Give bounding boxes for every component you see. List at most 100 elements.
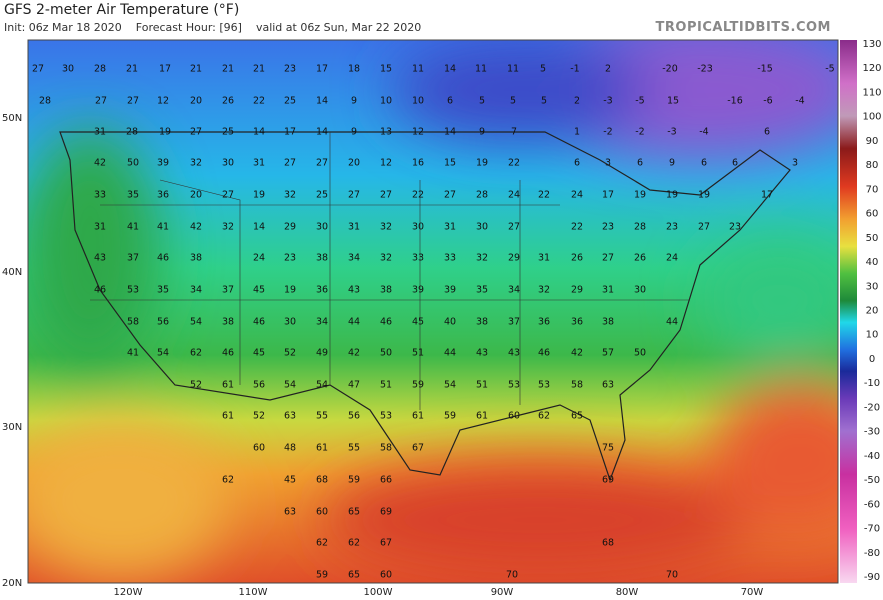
station-value: 61 xyxy=(412,411,424,422)
station-value: 35 xyxy=(476,285,488,296)
station-value: 58 xyxy=(127,317,139,328)
station-value: 66 xyxy=(380,475,392,486)
station-value: 9 xyxy=(669,158,675,169)
station-value: 23 xyxy=(729,222,741,233)
station-value: 67 xyxy=(412,443,424,454)
station-value: 26 xyxy=(634,253,646,264)
station-value: 70 xyxy=(506,570,518,581)
station-value: 63 xyxy=(602,380,614,391)
station-value: 6 xyxy=(637,158,643,169)
station-value: 41 xyxy=(127,348,139,359)
lat-label: 40N xyxy=(2,267,22,278)
colorbar-label: -60 xyxy=(864,499,880,510)
station-value: 35 xyxy=(157,285,169,296)
station-value: 34 xyxy=(348,253,360,264)
station-value: 46 xyxy=(538,348,550,359)
station-value: 59 xyxy=(316,570,328,581)
station-value: 32 xyxy=(380,222,392,233)
station-value: -5 xyxy=(635,96,644,107)
station-value: 22 xyxy=(412,190,424,201)
station-value: 15 xyxy=(667,96,679,107)
station-value: 3 xyxy=(605,158,611,169)
lat-label: 20N xyxy=(2,578,22,589)
station-value: 45 xyxy=(253,348,265,359)
station-value: 50 xyxy=(380,348,392,359)
colorbar-label: 90 xyxy=(866,136,879,147)
colorbar-label: 10 xyxy=(866,330,879,341)
colorbar-label: -20 xyxy=(864,402,880,413)
station-value: 6 xyxy=(701,158,707,169)
station-value: 19 xyxy=(634,190,646,201)
station-value: 22 xyxy=(508,158,520,169)
station-value: -4 xyxy=(795,96,804,107)
station-value: 38 xyxy=(222,317,234,328)
station-value: 14 xyxy=(444,127,456,138)
station-value: 44 xyxy=(666,317,678,328)
station-value: 20 xyxy=(190,96,202,107)
station-value: 28 xyxy=(476,190,488,201)
station-value: 30 xyxy=(316,222,328,233)
station-value: 34 xyxy=(508,285,520,296)
station-value: -23 xyxy=(697,64,713,75)
station-value: 27 xyxy=(284,158,296,169)
station-value: 35 xyxy=(127,190,139,201)
colorbar-label: -70 xyxy=(864,524,880,535)
station-value: 49 xyxy=(316,348,328,359)
station-value: 36 xyxy=(157,190,169,201)
lon-label: 90W xyxy=(491,587,514,598)
station-value: 16 xyxy=(412,158,424,169)
colorbar-label: 30 xyxy=(866,281,879,292)
station-value: 25 xyxy=(222,127,234,138)
lon-label: 120W xyxy=(114,587,143,598)
station-value: 54 xyxy=(190,317,202,328)
station-value: 33 xyxy=(444,253,456,264)
site-name: TROPICALTIDBITS.COM xyxy=(655,20,831,35)
station-value: 61 xyxy=(222,411,234,422)
station-value: 65 xyxy=(348,507,360,518)
station-value: 37 xyxy=(127,253,139,264)
station-value: 24 xyxy=(571,190,583,201)
station-value: 39 xyxy=(444,285,456,296)
station-value: 56 xyxy=(253,380,265,391)
station-value: 27 xyxy=(508,222,520,233)
station-value: 30 xyxy=(284,317,296,328)
station-value: 53 xyxy=(538,380,550,391)
station-value: 21 xyxy=(222,64,234,75)
station-value: 68 xyxy=(602,538,614,549)
station-value: 36 xyxy=(316,285,328,296)
station-value: 42 xyxy=(348,348,360,359)
station-value: 14 xyxy=(316,96,328,107)
station-value: -5 xyxy=(825,64,834,75)
forecast-hour: Forecast Hour: [96] xyxy=(135,21,242,34)
lon-label: 110W xyxy=(239,587,268,598)
station-value: 60 xyxy=(316,507,328,518)
station-value: 5 xyxy=(479,96,485,107)
station-value: 46 xyxy=(253,317,265,328)
station-value: 52 xyxy=(190,380,202,391)
colorbar xyxy=(840,40,857,583)
init-time: Init: 06z Mar 18 2020 xyxy=(4,21,122,34)
station-value: 32 xyxy=(538,285,550,296)
station-value: 44 xyxy=(444,348,456,359)
station-value: 27 xyxy=(222,190,234,201)
colorbar-label: 80 xyxy=(866,160,879,171)
station-value: 22 xyxy=(571,222,583,233)
colorbar-label: -40 xyxy=(864,451,880,462)
station-value: 20 xyxy=(190,190,202,201)
station-value: 69 xyxy=(380,507,392,518)
station-value: 27 xyxy=(316,158,328,169)
station-value: 40 xyxy=(444,317,456,328)
station-value: 27 xyxy=(444,190,456,201)
station-value: 23 xyxy=(602,222,614,233)
station-value: 51 xyxy=(412,348,424,359)
station-value: 19 xyxy=(253,190,265,201)
station-value: 7 xyxy=(511,127,517,138)
station-value: 59 xyxy=(444,411,456,422)
station-value: 61 xyxy=(222,380,234,391)
station-value: 43 xyxy=(476,348,488,359)
colorbar-label: -90 xyxy=(864,572,880,583)
station-value: 28 xyxy=(39,96,51,107)
station-value: -4 xyxy=(699,127,708,138)
lon-label: 100W xyxy=(364,587,393,598)
